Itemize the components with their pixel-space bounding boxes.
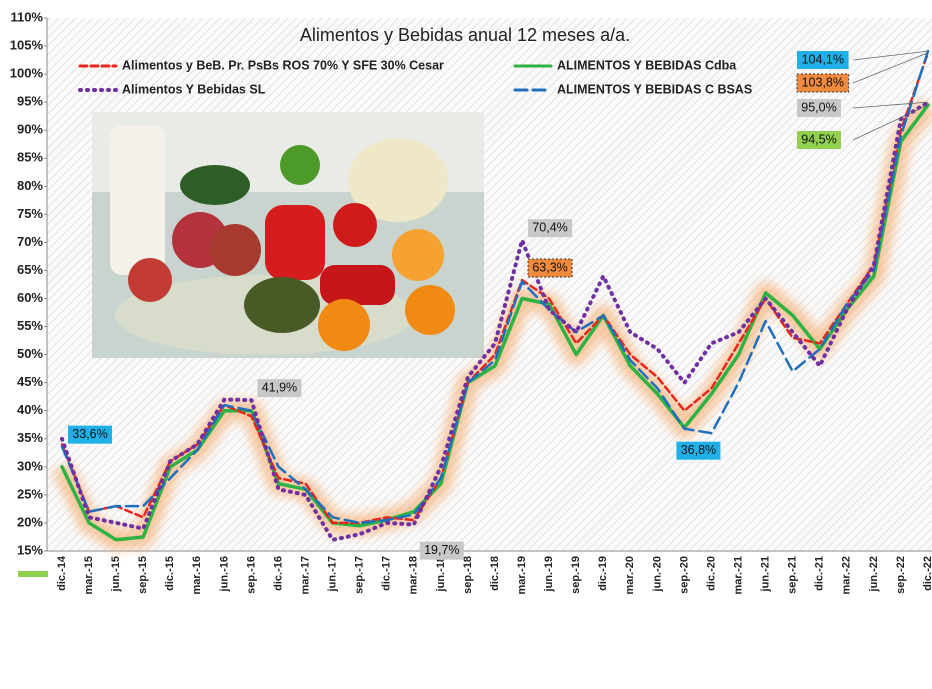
chart-title: Alimentos y Bebidas anual 12 meses a/a. <box>300 25 630 45</box>
x-tick-label: mar.-21 <box>732 556 744 595</box>
value-label-box <box>419 541 464 560</box>
x-tick-label: jun.-15 <box>110 556 122 592</box>
value-label-box <box>527 258 573 278</box>
x-tick-label: dic.-21 <box>814 556 826 591</box>
decoration <box>18 571 48 577</box>
x-tick-label: jun.-17 <box>327 556 339 592</box>
value-label-box <box>68 425 112 444</box>
x-tick-label: jun.-16 <box>218 556 230 592</box>
y-tick-label: 85% <box>17 150 43 165</box>
line-series <box>60 49 930 525</box>
value-label-box <box>676 441 721 460</box>
x-tick-label: mar.-15 <box>83 556 95 595</box>
value-label: 104,1% <box>802 52 844 66</box>
x-tick-label: sep.-16 <box>245 556 257 594</box>
value-label: 95,0% <box>801 100 836 114</box>
x-tick-label: jun.-21 <box>760 556 772 592</box>
value-label-box <box>797 51 849 69</box>
y-tick-label: 105% <box>10 37 44 52</box>
leader-line <box>852 50 929 61</box>
x-tick-label: sep.-21 <box>787 556 799 594</box>
x-tick-label: jun.-19 <box>543 556 555 592</box>
x-tick-label: dic.-20 <box>705 556 717 591</box>
line-series <box>60 100 930 542</box>
value-label-box <box>257 379 302 398</box>
y-tick-label: 90% <box>17 122 43 137</box>
y-tick-label: 35% <box>17 430 43 445</box>
photo <box>92 112 484 358</box>
x-tick-label: jun.-20 <box>651 556 663 592</box>
y-tick-label: 15% <box>17 542 43 557</box>
y-tick-label: 110% <box>10 9 43 24</box>
x-tick-label: mar.-18 <box>408 556 420 595</box>
value-label: 33,6% <box>72 427 107 441</box>
x-tick-label: sep.-15 <box>137 556 149 594</box>
value-label: 36,8% <box>681 443 716 457</box>
x-tick-label: jun.-18 <box>435 556 447 592</box>
y-tick-label: 70% <box>17 234 43 249</box>
legend-label: Alimentos Y Bebidas SL <box>122 82 266 96</box>
x-tick-label: mar.-17 <box>299 556 311 595</box>
y-tick-label: 100% <box>10 66 44 81</box>
x-tick-label: sep.-18 <box>462 556 474 594</box>
legend-label: ALIMENTOS Y BEBIDAS Cdba <box>557 58 737 72</box>
legend-label: Alimentos y BeB. Pr. PsBs ROS 70% Y SFE … <box>122 58 444 72</box>
x-tick-label: mar.-16 <box>191 556 203 595</box>
x-tick-label: dic.-22 <box>922 556 932 591</box>
value-label: 63,3% <box>532 260 567 274</box>
x-tick-label: dic.-19 <box>597 556 609 591</box>
y-tick-label: 95% <box>17 94 43 109</box>
y-tick-label: 65% <box>17 262 43 277</box>
y-tick-label: 55% <box>17 318 43 333</box>
y-tick-label: 60% <box>17 290 43 305</box>
leader-line <box>852 52 929 84</box>
y-tick-label: 30% <box>17 458 43 473</box>
x-tick-label: jun.-22 <box>868 556 880 592</box>
y-tick-label: 20% <box>17 514 43 529</box>
x-tick-label: dic.-14 <box>56 555 68 591</box>
x-tick-label: mar.-22 <box>841 556 853 595</box>
x-tick-label: dic.-18 <box>489 556 501 591</box>
value-label-box <box>528 219 573 238</box>
x-tick-label: sep.-22 <box>895 556 907 594</box>
value-label: 70,4% <box>532 220 567 234</box>
x-tick-label: mar.-19 <box>516 556 528 595</box>
y-tick-label: 25% <box>17 486 43 501</box>
legend-label: ALIMENTOS Y BEBIDAS C BSAS <box>557 82 752 96</box>
x-tick-label: dic.-16 <box>272 556 284 591</box>
value-label: 94,5% <box>801 132 836 146</box>
value-label: 19,7% <box>424 543 459 557</box>
y-tick-label: 40% <box>17 402 43 417</box>
x-tick-label: dic.-15 <box>164 556 176 591</box>
value-label-box <box>797 99 841 117</box>
y-tick-label: 45% <box>17 374 43 389</box>
value-label-box <box>796 73 850 93</box>
line-series <box>60 51 930 525</box>
x-tick-label: sep.-20 <box>678 556 690 594</box>
x-tick-label: dic.-17 <box>381 556 393 591</box>
x-tick-label: sep.-19 <box>570 556 582 594</box>
value-label: 103,8% <box>802 75 844 89</box>
y-tick-label: 75% <box>17 206 43 221</box>
value-label-box <box>797 131 841 149</box>
x-tick-label: sep.-17 <box>354 556 366 594</box>
y-tick-label: 50% <box>17 346 43 361</box>
y-tick-label: 80% <box>17 178 43 193</box>
leader-line <box>852 104 929 141</box>
x-tick-label: mar.-20 <box>624 556 636 595</box>
value-label: 41,9% <box>262 380 297 394</box>
leader-line <box>852 101 929 109</box>
